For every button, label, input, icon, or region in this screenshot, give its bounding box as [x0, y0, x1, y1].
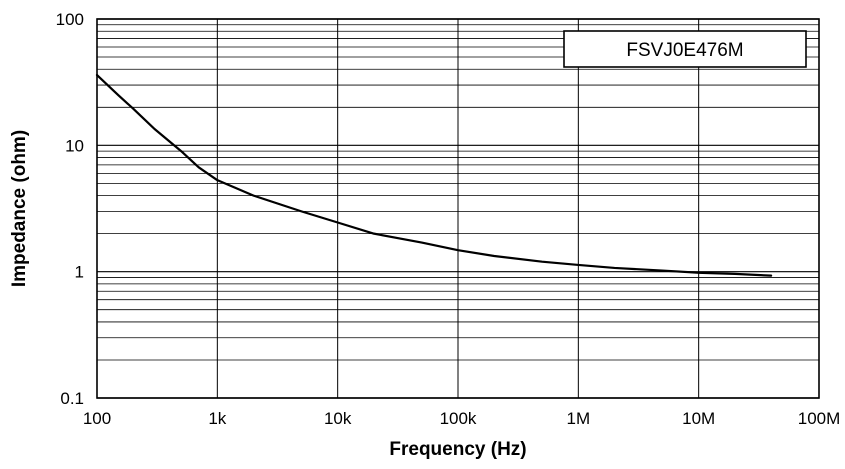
legend-box [563, 30, 807, 68]
x-tick-label: 10M [682, 409, 715, 428]
series-layer [95, 73, 773, 277]
major-gridlines [96, 18, 820, 399]
x-tick-label: 10k [324, 409, 352, 428]
x-tick-label: 100k [440, 409, 477, 428]
x-tick-label: 100 [83, 409, 111, 428]
x-tick-label: 1k [208, 409, 226, 428]
y-tick-label: 1 [75, 263, 84, 282]
x-tick-label: 100M [798, 409, 841, 428]
y-tick-labels: 0.1 1 10 100 [56, 10, 84, 408]
y-axis-title: Impedance (ohm) [9, 130, 30, 287]
y-tick-label: 0.1 [60, 389, 84, 408]
y-tick-label: 100 [56, 10, 84, 29]
legend: FSVJ0E476M [563, 30, 807, 68]
series-line [95, 73, 773, 277]
y-tick-label: 10 [65, 136, 84, 155]
x-tick-labels: 100 1k 10k 100k 1M 10M 100M [83, 409, 840, 428]
x-tick-label: 1M [567, 409, 591, 428]
plot-frame [96, 18, 820, 399]
x-axis-title: Frequency (Hz) [389, 439, 526, 460]
legend-label: FSVJ0E476M [626, 40, 743, 61]
